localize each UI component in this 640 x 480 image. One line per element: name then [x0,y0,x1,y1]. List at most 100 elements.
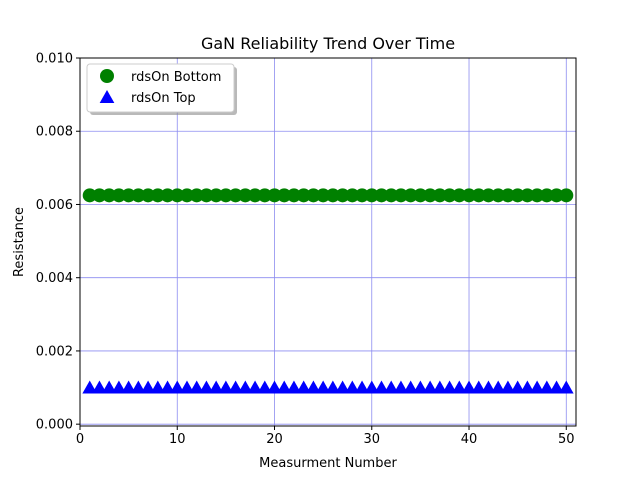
x-tick-label: 10 [169,432,186,447]
data-point-circle [335,188,350,203]
data-point-circle [179,188,194,203]
data-point-triangle [131,380,146,394]
y-tick-label: 0.008 [36,125,73,140]
data-point-triangle [461,380,477,394]
legend-marker-triangle [99,90,115,103]
legend-label: rdsOn Bottom [131,70,221,85]
data-point-triangle [208,380,224,394]
data-point-triangle [140,380,156,394]
data-point-circle [92,188,107,203]
data-point-triangle [189,380,205,394]
data-point-triangle [92,380,107,394]
data-point-triangle [383,380,399,394]
data-point-triangle [267,380,282,394]
data-point-triangle [529,380,545,394]
data-point-circle [199,188,214,203]
data-point-circle [432,188,447,203]
data-point-triangle [490,380,506,394]
data-point-triangle [276,380,292,394]
data-point-triangle [451,380,467,394]
data-point-triangle [432,380,448,394]
data-point-circle [364,188,379,203]
x-tick-label: 20 [266,432,283,447]
data-point-triangle [500,380,516,394]
plot-frame [79,57,577,427]
data-point-triangle [199,380,214,394]
y-tick-label: 0.000 [36,418,73,433]
data-point-circle [189,188,204,203]
data-point-triangle [335,380,350,394]
legend: rdsOn Bottom rdsOn Top [86,63,237,115]
data-point-triangle [403,380,419,394]
data-point-circle [111,188,126,203]
data-point-circle [510,188,525,203]
data-point-triangle [111,380,127,394]
legend-box [86,63,235,113]
data-point-circle [481,188,496,203]
data-point-circle [102,188,117,203]
data-point-circle [539,188,554,203]
data-point-circle [267,188,282,203]
data-point-triangle [257,380,273,394]
data-point-triangle [121,380,136,394]
data-point-triangle [549,380,564,394]
data-point-triangle [325,380,341,394]
data-point-triangle [228,380,243,394]
data-point-triangle [247,380,263,394]
data-point-circle [209,188,224,203]
data-marks [82,188,574,394]
data-point-triangle [354,380,370,394]
data-point-circle [277,188,292,203]
data-point-circle [549,188,564,203]
x-axis: 0 10 20 30 40 50 [76,426,575,447]
data-point-circle [121,188,136,203]
data-point-circle [374,188,389,203]
legend-marker-circle [100,69,114,83]
data-point-circle [345,188,360,203]
y-tick-label: 0.010 [36,52,73,67]
data-point-circle [82,188,97,203]
data-point-triangle [344,380,360,394]
data-point-circle [257,188,272,203]
data-point-triangle [364,380,380,394]
x-tick-label: 30 [363,432,380,447]
data-point-triangle [422,380,438,394]
data-point-triangle [169,380,185,394]
data-point-circle [530,188,545,203]
data-point-triangle [296,380,312,394]
data-point-triangle [160,380,175,394]
y-axis: 0.000 0.002 0.004 0.006 0.008 0.010 [36,52,80,433]
data-point-circle [296,188,311,203]
data-point-triangle [179,380,195,394]
y-tick-label: 0.002 [36,344,73,359]
data-point-triangle [218,380,234,394]
data-point-triangle [101,380,117,394]
data-point-triangle [558,380,574,394]
y-tick-label: 0.004 [36,271,73,286]
legend-label: rdsOn Top [131,91,196,106]
x-axis-label: Measurment Number [259,456,397,471]
data-point-triangle [237,380,253,394]
data-point-circle [462,188,477,203]
data-point-circle [150,188,165,203]
data-point-triangle [286,380,302,394]
data-point-triangle [520,380,535,394]
data-point-circle [452,188,467,203]
data-point-circle [491,188,506,203]
data-point-circle [413,188,428,203]
x-tick-label: 40 [461,432,478,447]
data-point-circle [218,188,233,203]
y-axis-label: Resistance [12,207,27,277]
data-point-circle [403,188,418,203]
x-tick-label: 50 [558,432,575,447]
data-point-circle [170,188,185,203]
data-point-circle [316,188,331,203]
data-point-circle [141,188,156,203]
data-point-triangle [510,380,525,394]
data-point-triangle [481,380,496,394]
data-point-circle [131,188,146,203]
y-tick-label: 0.006 [36,198,73,213]
data-point-triangle [539,380,555,394]
data-point-circle [238,188,253,203]
